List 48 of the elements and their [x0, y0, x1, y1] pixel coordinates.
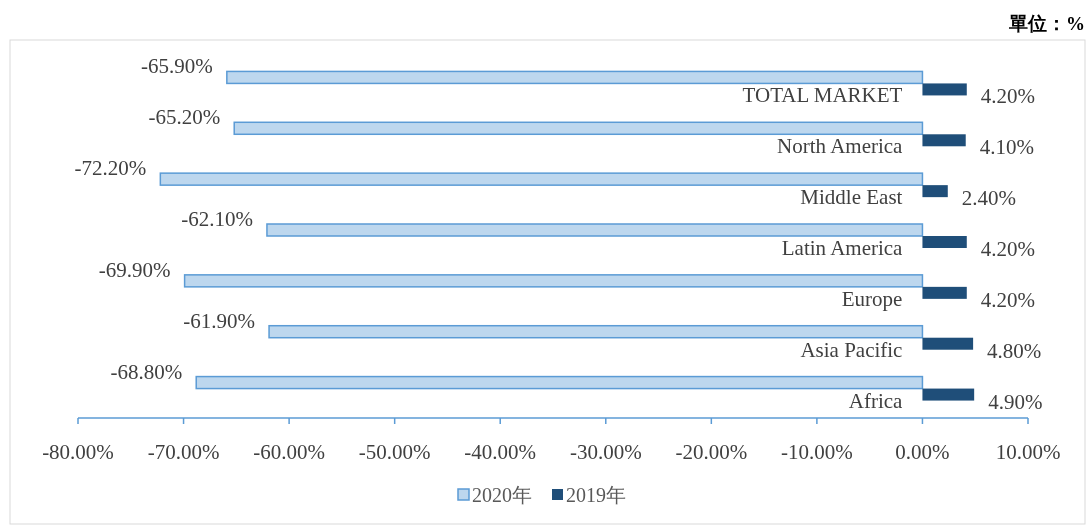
bar — [266, 223, 924, 237]
bar — [922, 388, 975, 401]
x-tick-label: -20.00% — [675, 440, 748, 464]
bar — [922, 337, 974, 350]
data-label: 4.20% — [980, 287, 1036, 312]
x-tick-label: 0.00% — [895, 440, 950, 464]
data-label: 4.20% — [980, 237, 1036, 261]
legend-label: 2019年 — [566, 484, 626, 506]
data-label: -61.90% — [183, 308, 256, 333]
data-label: -65.20% — [148, 105, 221, 130]
bar — [922, 185, 948, 198]
data-label: -69.90% — [98, 257, 171, 282]
bar — [922, 236, 967, 248]
text: 單位：% — [1008, 13, 1085, 34]
y-tick-label: TOTAL MARKET — [742, 83, 903, 108]
bar — [268, 324, 924, 339]
y-tick-label: Asia Pacific — [800, 337, 903, 362]
bar — [159, 172, 924, 186]
bar — [183, 274, 924, 288]
x-tick-label: -30.00% — [569, 440, 642, 464]
data-label: -65.90% — [141, 54, 213, 79]
y-tick-label: North America — [777, 134, 904, 159]
bar — [195, 375, 924, 390]
data-label: -68.80% — [110, 359, 183, 384]
x-tick-label: 10.00% — [995, 440, 1061, 464]
bar — [922, 134, 966, 147]
y-tick-label: Europe — [841, 286, 903, 311]
bar — [922, 286, 967, 299]
x-tick-label: -10.00% — [781, 440, 853, 464]
x-tick-label: -80.00% — [42, 440, 114, 464]
y-tick-label: Latin America — [781, 236, 904, 260]
y-tick-label: Africa — [848, 388, 904, 413]
x-tick-label: -70.00% — [147, 440, 220, 464]
x-tick-label: -50.00% — [358, 440, 431, 464]
data-label: 4.90% — [988, 389, 1043, 414]
data-label: 4.10% — [979, 135, 1034, 160]
data-label: 4.20% — [980, 84, 1036, 109]
x-tick-label: -60.00% — [253, 440, 325, 464]
y-tick-label: Middle East — [800, 185, 903, 210]
bar — [922, 83, 967, 96]
data-label: -72.20% — [74, 156, 147, 181]
bar — [226, 70, 924, 85]
data-label: -62.10% — [181, 207, 253, 231]
data-label: 4.80% — [987, 338, 1042, 363]
bar — [233, 121, 924, 136]
data-label: 2.40% — [961, 186, 1017, 211]
legend-label: 2020年 — [472, 484, 532, 506]
x-tick-label: -40.00% — [464, 440, 537, 464]
